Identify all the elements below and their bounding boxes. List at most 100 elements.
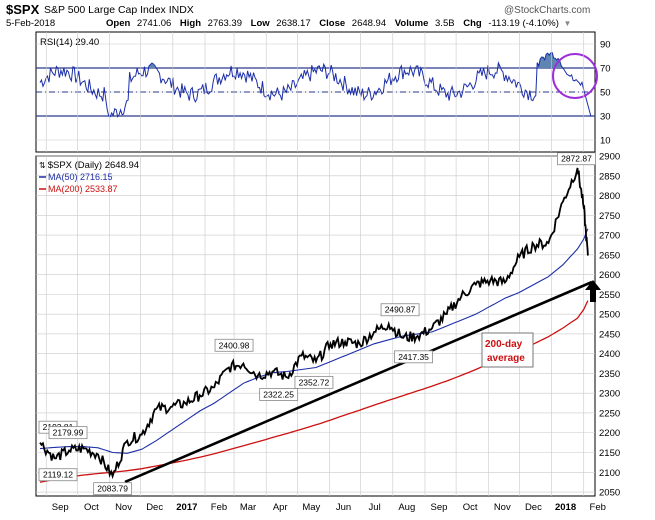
price-tick-label: 2450	[599, 329, 620, 340]
price-label-box	[93, 482, 133, 496]
annotation-line1: 200-day	[485, 339, 523, 350]
high-value: 2763.39	[208, 18, 242, 29]
rsi-axis: 90 70 50 30 10	[600, 40, 611, 147]
x-tick-label: Dec	[146, 502, 163, 513]
rsi-legend-label: RSI(14) 29.40	[40, 37, 99, 48]
rsi-tick-label: 70	[600, 64, 611, 75]
price-label: 2352.72	[299, 377, 330, 387]
rsi-tick-label: 50	[600, 88, 611, 99]
price-tick-label: 2150	[599, 448, 620, 459]
open-value: 2741.06	[137, 18, 171, 29]
index-name: S&P 500 Large Cap Index INDX	[44, 4, 194, 16]
price-tick-label: 2550	[599, 290, 620, 301]
close-value: 2648.94	[352, 18, 386, 29]
x-tick-label: 2017	[176, 502, 197, 513]
x-tick-label: 2018	[555, 502, 576, 513]
date-label: 5-Feb-2018	[6, 18, 55, 29]
stockcharts-credit[interactable]: @StockCharts.com	[504, 5, 590, 16]
price-axis: 2050 2100 2150 2200 2250 2300 2350 2400 2450 2500…	[599, 152, 620, 499]
price-tick-label: 2300	[599, 389, 620, 400]
price-label-box	[48, 426, 88, 440]
legend-price: ⇅ $SPX (Daily) 2648.94	[39, 160, 139, 171]
price-layer	[39, 167, 589, 480]
price-labels: 2193.812179.992119.122083.792400.982322.…	[38, 152, 596, 496]
rsi-grid	[36, 43, 595, 141]
chg-value: -113.19 (-4.10%)	[488, 18, 559, 29]
price-label-box	[38, 468, 78, 482]
price-label-box	[294, 375, 334, 389]
x-tick-label: Dec	[525, 502, 542, 513]
volume-label: Volume	[395, 18, 429, 29]
chg-arrow-icon: ▼	[564, 19, 572, 28]
low-value: 2638.17	[276, 18, 310, 29]
rsi-tick-label: 10	[600, 136, 611, 147]
legend-price-icon: ⇅	[39, 161, 46, 170]
open-label: Open	[106, 18, 130, 29]
price-tick-label: 2750	[599, 211, 620, 222]
x-tick-label: Feb	[211, 502, 227, 513]
trendline	[124, 280, 593, 484]
x-tick-label: Aug	[398, 502, 415, 513]
ma50-layer	[39, 228, 589, 454]
x-tick-label: Jul	[369, 502, 381, 513]
x-tick-label: Jun	[336, 502, 351, 513]
price-tick-label: 2600	[599, 270, 620, 281]
legend-ma50: MA(50) 2716.15	[48, 172, 113, 182]
annotation-line2: average	[487, 353, 525, 364]
x-tick-label: May	[302, 502, 320, 513]
x-tick-label: Mar	[240, 502, 256, 513]
price-line	[39, 167, 589, 480]
price-label: 2417.35	[398, 352, 429, 362]
price-tick-label: 2350	[599, 369, 620, 380]
low-label: Low	[251, 18, 271, 29]
price-tick-label: 2850	[599, 171, 620, 182]
price-label: 2179.99	[53, 428, 84, 438]
ma50-line	[39, 228, 589, 454]
price-panel: 2193.812179.992119.122083.792400.982322.…	[35, 32, 620, 513]
price-tick-label: 2700	[599, 231, 620, 242]
price-label: 2490.87	[385, 305, 416, 315]
price-label: 2083.79	[97, 484, 128, 494]
ohlc-line: Open 2741.06 High 2763.39 Low 2638.17 Cl…	[106, 18, 571, 29]
rsi-legend: RSI(14) 29.40	[40, 37, 99, 48]
x-tick-label: Apr	[273, 502, 288, 513]
x-axis: Sep Oct Nov Dec 2017 Feb Mar Apr May Jun Jul Aug Sep…	[52, 502, 606, 513]
annotation-200-day: 200-day average	[481, 332, 534, 368]
x-tick-label: Sep	[52, 502, 69, 513]
price-label-box	[259, 388, 299, 401]
x-grid	[45, 32, 585, 496]
price-label-box	[394, 350, 433, 364]
x-tick-label: Oct	[84, 502, 99, 513]
price-tick-label: 2250	[599, 408, 620, 419]
legend-ma200: MA(200) 2533.87	[48, 184, 118, 194]
price-label-box	[557, 152, 596, 166]
price-label: 2322.25	[263, 389, 294, 399]
rsi-tick-label: 90	[600, 40, 611, 51]
price-tick-label: 2500	[599, 310, 620, 321]
price-tick-label: 2650	[599, 250, 620, 261]
x-tick-label: Nov	[494, 502, 511, 513]
price-tick-label: 2800	[599, 191, 620, 202]
price-tick-label: 2400	[599, 349, 620, 360]
rsi-tick-label: 30	[600, 112, 611, 123]
volume-value: 3.5B	[435, 18, 455, 29]
chart-header: $SPX S&P 500 Large Cap Index INDX @Stock…	[6, 2, 590, 29]
rsi-panel: 90 70 50 30 10 RSI(14) 29.40	[35, 31, 611, 153]
highlight-circle	[552, 53, 598, 99]
price-tick-label: 2100	[599, 468, 620, 479]
price-panel-frame	[35, 155, 596, 497]
x-tick-label: Feb	[590, 502, 606, 513]
price-label: 2119.12	[43, 470, 73, 480]
price-label: 2400.98	[219, 340, 250, 350]
price-tick-label: 2200	[599, 428, 620, 439]
price-legend: ⇅ $SPX (Daily) 2648.94 MA(50) 2716.15 MA(…	[39, 160, 139, 194]
close-label: Close	[319, 18, 345, 29]
high-label: High	[180, 18, 201, 29]
x-tick-label: Nov	[115, 502, 132, 513]
symbol-label: $SPX	[6, 2, 40, 17]
price-label: 2872.87	[561, 154, 592, 164]
price-tick-label: 2900	[599, 152, 620, 163]
price-label-box	[214, 338, 254, 352]
x-tick-label: Oct	[463, 502, 478, 513]
